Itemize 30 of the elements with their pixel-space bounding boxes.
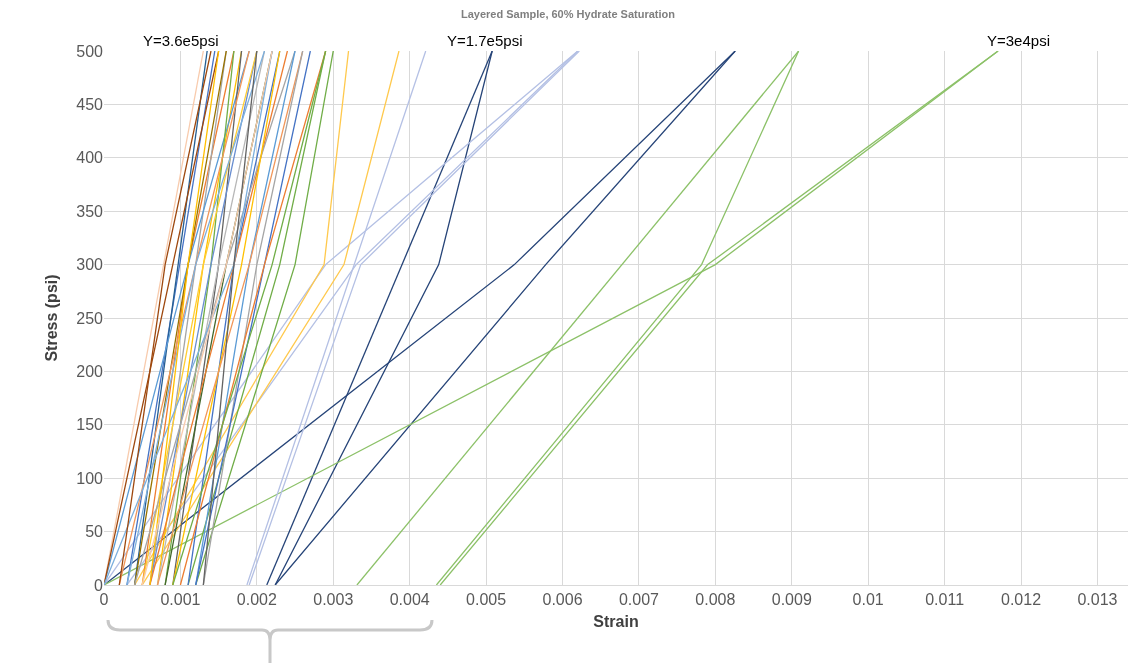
y-tick-label: 500 [76, 42, 104, 60]
x-tick-label: 0.006 [542, 591, 583, 609]
x-tick-label: 0.012 [1000, 591, 1042, 609]
y-tick-label: 50 [85, 523, 104, 541]
y-tick-label: 150 [76, 416, 104, 434]
text: Y=3e4psi [987, 32, 1050, 49]
x-tick-label: 0.001 [160, 591, 201, 609]
x-tick-label: 0.004 [389, 591, 430, 609]
chart-title: Layered Sample, 60% Hydrate Saturation [461, 7, 676, 20]
y-tick-label: 0 [94, 576, 104, 594]
y-axis-title: Stress (psi) [43, 274, 61, 362]
x-tick-label: 0.008 [695, 591, 736, 609]
x-tick-label: 0.005 [466, 591, 507, 609]
x-tick-label: 0.011 [925, 591, 965, 609]
y-tick-label: 200 [76, 363, 104, 380]
x-tick-label: 0.009 [771, 591, 812, 609]
x-tick-label: 0.007 [618, 591, 660, 609]
y-tick-label: 450 [76, 96, 104, 113]
text: Y=1.7e5psi [447, 32, 523, 49]
x-tick-label: 0.01 [852, 591, 884, 609]
x-axis-title: Strain [593, 612, 639, 630]
y-tick-label: 300 [76, 256, 104, 274]
x-tick-label: 0.003 [313, 591, 354, 609]
text: Y=3.6e5psi [143, 32, 219, 49]
y-tick-label: 250 [76, 309, 104, 327]
y-tick-label: 350 [76, 202, 104, 220]
y-tick-label: 400 [76, 149, 104, 167]
x-tick-label: 0.002 [236, 591, 277, 609]
y-tick-label: 100 [76, 469, 104, 487]
x-tick-label: 0.013 [1077, 591, 1118, 609]
